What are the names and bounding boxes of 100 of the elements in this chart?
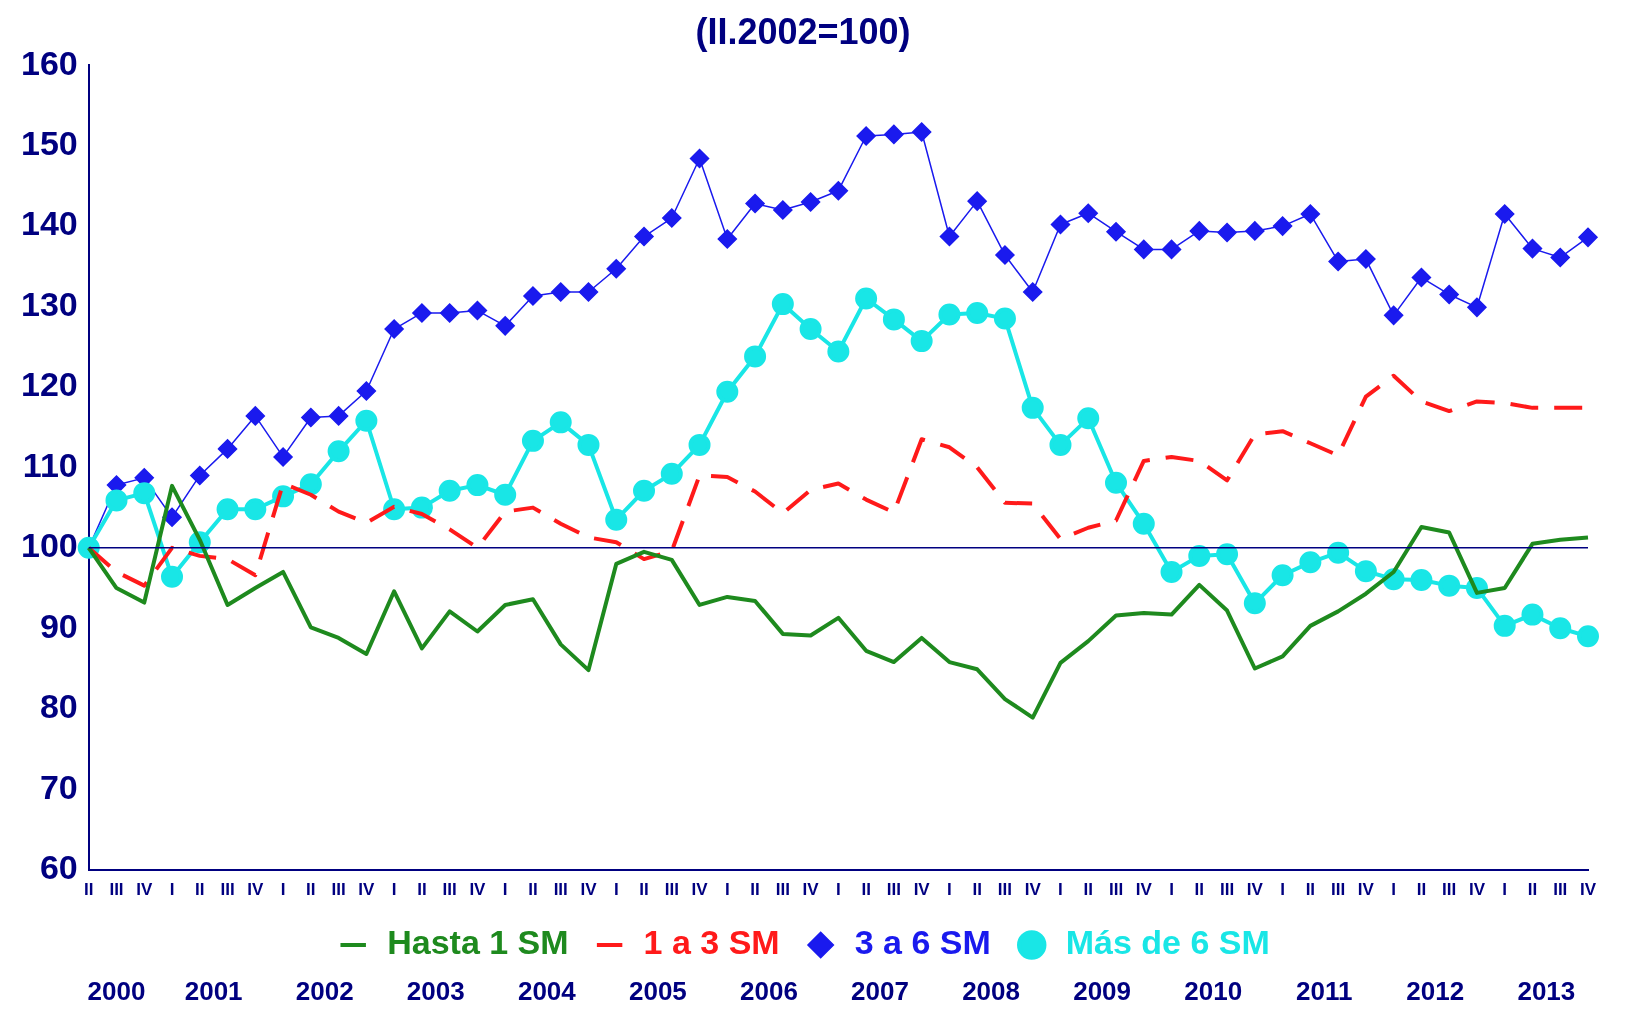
legend-label: Más de 6 SM <box>1065 923 1270 962</box>
x-tick-label: I <box>613 880 619 900</box>
point <box>1438 574 1461 597</box>
point <box>1161 239 1182 260</box>
point <box>273 447 293 467</box>
x-tick-label: I <box>169 880 175 900</box>
point <box>910 330 933 353</box>
x-tick-label: I <box>280 880 286 900</box>
text: 2000 <box>87 976 146 1007</box>
point <box>716 380 739 403</box>
y-tick-label: 70 <box>39 767 78 806</box>
point <box>689 148 710 169</box>
x-tick-label: IV <box>358 880 376 900</box>
x-tick-label: IV <box>136 880 153 900</box>
text: 2012 <box>1406 976 1465 1007</box>
point <box>633 479 656 502</box>
point <box>356 381 377 401</box>
point <box>856 126 876 146</box>
x-tick-label: III <box>553 880 568 900</box>
x-tick-label: II <box>1194 880 1205 900</box>
text: 2009 <box>1073 976 1132 1007</box>
text: 2002 <box>295 976 354 1007</box>
point <box>438 479 461 502</box>
point <box>495 316 515 336</box>
point <box>1550 247 1570 268</box>
x-tick-label: IV <box>1135 880 1153 900</box>
point <box>634 226 654 247</box>
x-tick-label: I <box>836 880 841 900</box>
point <box>412 303 432 323</box>
x-tick-label: I <box>1502 880 1508 900</box>
point <box>799 318 822 341</box>
legend-label: 3 a 6 SM <box>854 923 991 962</box>
x-tick-label: IV <box>802 880 820 900</box>
point <box>1411 267 1432 288</box>
x-tick-label: IV <box>1246 880 1264 900</box>
point <box>1134 239 1154 260</box>
x-tick-label: IV <box>580 880 598 900</box>
point <box>1300 204 1321 224</box>
y-tick-label: 90 <box>39 606 78 645</box>
point <box>1271 564 1294 587</box>
legend-label: Hasta 1 SM <box>387 923 569 962</box>
x-tick-label: III <box>1553 880 1568 900</box>
point <box>1383 305 1404 326</box>
point <box>550 282 571 302</box>
point <box>939 226 960 247</box>
point <box>1188 544 1211 567</box>
point <box>605 508 628 531</box>
point <box>466 474 489 497</box>
point <box>967 191 987 211</box>
point <box>1549 617 1572 640</box>
y-tick-label: 60 <box>39 847 78 886</box>
x-tick-label: III <box>1442 880 1457 900</box>
x-tick-label: I <box>1169 880 1174 900</box>
x-tick-label: III <box>220 880 235 900</box>
x-tick-label: III <box>886 880 901 900</box>
x-tick-label: IV <box>469 880 487 900</box>
x-tick-label: IV <box>1024 880 1042 900</box>
x-tick-label: II <box>972 880 982 900</box>
point <box>1050 214 1071 235</box>
point <box>1243 592 1266 615</box>
x-tick-label: IV <box>913 880 931 900</box>
text: 2003 <box>406 976 465 1007</box>
x-tick-label: II <box>528 880 538 900</box>
point <box>190 465 210 486</box>
point <box>1217 222 1237 243</box>
x-tick-label: IV <box>1357 880 1375 900</box>
x-tick-label: III <box>664 880 679 900</box>
x-tick-label: III <box>775 880 790 900</box>
point <box>828 180 849 201</box>
point <box>771 293 794 316</box>
point <box>1577 625 1599 648</box>
point <box>1410 569 1433 592</box>
x-tick-label: II <box>861 880 871 900</box>
y-tick-label: 150 <box>20 124 78 163</box>
point <box>439 303 460 323</box>
point <box>1439 284 1459 305</box>
x-tick-label: IV <box>1579 880 1597 900</box>
x-tick-label: III <box>109 880 124 900</box>
text: 2006 <box>740 976 798 1007</box>
point <box>299 473 322 496</box>
text: 2008 <box>962 976 1020 1007</box>
point <box>1022 282 1043 302</box>
point <box>244 498 267 521</box>
point <box>133 482 156 505</box>
x-tick-label: II <box>1305 880 1316 900</box>
x-tick-label: I <box>502 880 508 900</box>
point <box>1354 560 1377 583</box>
point <box>1522 238 1543 259</box>
x-tick-label: III <box>1219 880 1235 900</box>
point <box>1106 221 1126 242</box>
point <box>1494 204 1515 224</box>
y-tick-label: 80 <box>39 687 78 726</box>
legend-label: 1 a 3 SM <box>643 923 780 962</box>
point <box>578 282 599 302</box>
point <box>549 411 572 434</box>
text: 2007 <box>851 976 909 1007</box>
point <box>717 229 738 249</box>
y-tick-label: 110 <box>22 445 78 484</box>
text: 2011 <box>1296 976 1353 1007</box>
x-tick-label: IV <box>247 880 265 900</box>
